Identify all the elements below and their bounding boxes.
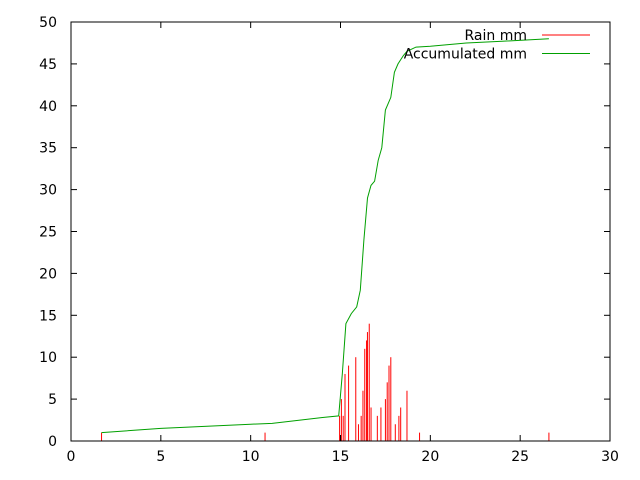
y-tick-label: 25 xyxy=(39,225,57,241)
y-tick-label: 40 xyxy=(39,99,57,115)
y-tick-label: 20 xyxy=(39,266,57,282)
y-tick-label: 45 xyxy=(39,57,57,73)
y-tick-label: 35 xyxy=(39,141,57,157)
x-tick-label: 10 xyxy=(242,449,260,465)
y-tick-label: 30 xyxy=(39,183,57,199)
x-tick-label: 15 xyxy=(332,449,350,465)
y-tick-label: 10 xyxy=(39,350,57,366)
marks-layer xyxy=(101,38,550,441)
accumulated-line xyxy=(101,38,549,434)
y-tick-label: 0 xyxy=(48,434,57,450)
y-tick-label: 50 xyxy=(39,15,57,31)
x-tick-label: 20 xyxy=(421,449,439,465)
x-tick-label: 5 xyxy=(156,449,165,465)
y-tick-label: 5 xyxy=(48,392,57,408)
x-tick-label: 0 xyxy=(67,449,76,465)
x-tick-label: 25 xyxy=(511,449,529,465)
legend-label: Accumulated mm xyxy=(404,47,527,63)
x-tick-label: 30 xyxy=(601,449,619,465)
y-tick-label: 15 xyxy=(39,308,57,324)
legend-item: Rain mm xyxy=(465,28,590,44)
legend: Rain mm Accumulated mm xyxy=(404,28,590,63)
axes-layer: 0 5 10 15 20 25 30 0 5 10 15 20 25 30 35 40 45 50 xyxy=(39,15,619,465)
legend-item: Accumulated mm xyxy=(404,47,590,63)
legend-label: Rain mm xyxy=(465,28,528,44)
